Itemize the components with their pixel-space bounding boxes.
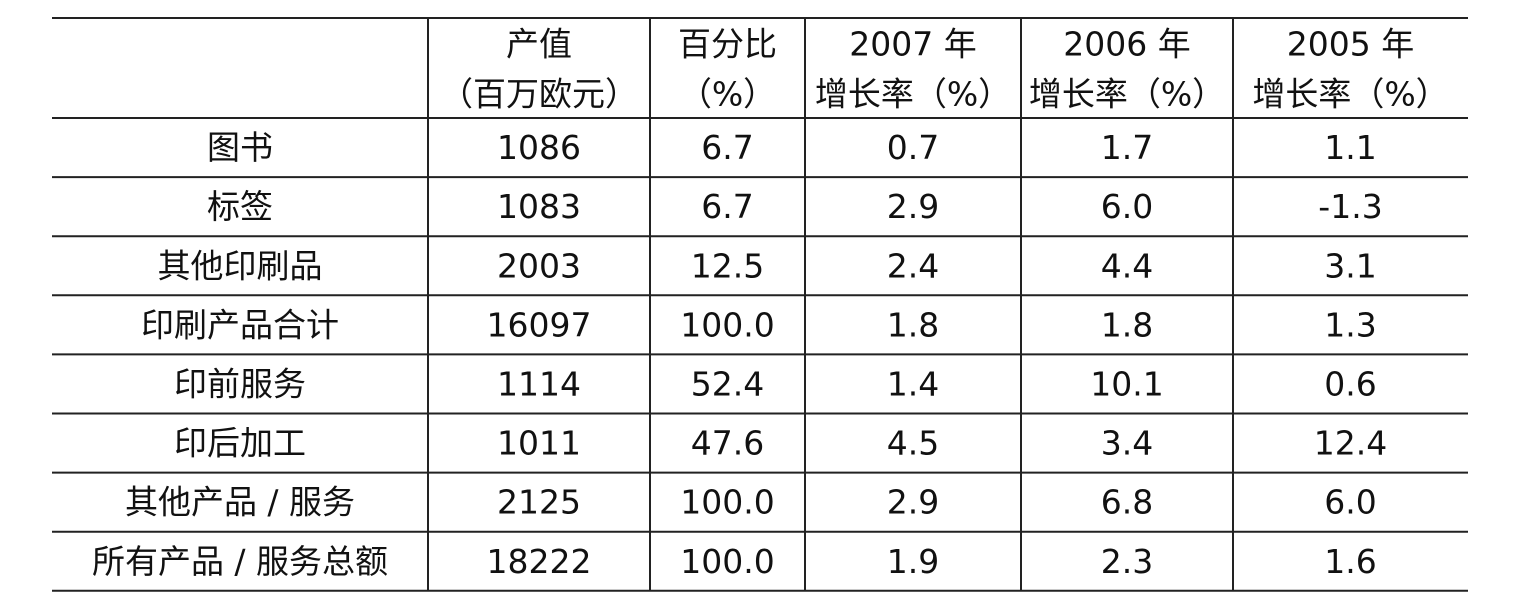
cell: 12.4 [1314, 424, 1387, 463]
header-cell: 产值 [506, 25, 572, 64]
cell: 4.5 [887, 424, 939, 463]
row-label: 图书 [207, 128, 273, 167]
row-label: 标签 [207, 187, 273, 226]
cell: 100.0 [680, 542, 774, 581]
cell: 1.4 [887, 364, 939, 403]
cell: 16097 [487, 305, 592, 344]
cell: 100.0 [680, 305, 774, 344]
cell: 1.3 [1324, 305, 1376, 344]
cell: 100.0 [680, 483, 774, 522]
cell: 6.8 [1101, 483, 1153, 522]
cell: 2.3 [1101, 542, 1153, 581]
cell: 6.7 [701, 128, 753, 167]
cell: 1011 [497, 424, 581, 463]
cell: 0.6 [1324, 364, 1376, 403]
cell: 1.6 [1324, 542, 1376, 581]
header-cell: （%） [679, 75, 776, 114]
cell: 0.7 [887, 128, 939, 167]
row-label: 印前服务 [174, 364, 306, 403]
cell: 1.1 [1324, 128, 1376, 167]
cell: 1.8 [887, 305, 939, 344]
cell: 12.5 [691, 246, 764, 285]
header-cell: 2007 年 [849, 25, 976, 64]
cell: 1083 [497, 187, 581, 226]
header-cell: 增长率（%） [1029, 75, 1225, 114]
cell: 2003 [497, 246, 581, 285]
cell: 2125 [497, 483, 581, 522]
cell: 2.9 [887, 187, 939, 226]
row-label: 其他产品 / 服务 [125, 483, 355, 522]
row-label: 所有产品 / 服务总额 [92, 542, 388, 581]
cell: 6.7 [701, 187, 753, 226]
row-label: 其他印刷品 [158, 246, 323, 285]
cell: 18222 [487, 542, 592, 581]
cell: 52.4 [691, 364, 764, 403]
cell: 10.1 [1090, 364, 1163, 403]
cell: 3.4 [1101, 424, 1153, 463]
cell: 1114 [497, 364, 581, 403]
header-cell: 增长率（%） [815, 75, 1011, 114]
cell: 1.8 [1101, 305, 1153, 344]
cell: 47.6 [691, 424, 764, 463]
cell: 6.0 [1101, 187, 1153, 226]
cell: 1.7 [1101, 128, 1153, 167]
header-cell: 百分比 [678, 25, 777, 64]
cell: 3.1 [1324, 246, 1376, 285]
cell: 1086 [497, 128, 581, 167]
cell: 6.0 [1324, 483, 1376, 522]
cell: 1.9 [887, 542, 939, 581]
cell: -1.3 [1318, 187, 1382, 226]
cell: 2.4 [887, 246, 939, 285]
row-label: 印后加工 [174, 424, 306, 463]
cell: 4.4 [1101, 246, 1153, 285]
header-cell: （百万欧元） [440, 75, 638, 114]
row-label: 印刷产品合计 [141, 305, 339, 344]
cell: 2.9 [887, 483, 939, 522]
header-cell: 2005 年 [1287, 25, 1414, 64]
header-cell: 增长率（%） [1252, 75, 1448, 114]
header-cell: 2006 年 [1063, 25, 1190, 64]
